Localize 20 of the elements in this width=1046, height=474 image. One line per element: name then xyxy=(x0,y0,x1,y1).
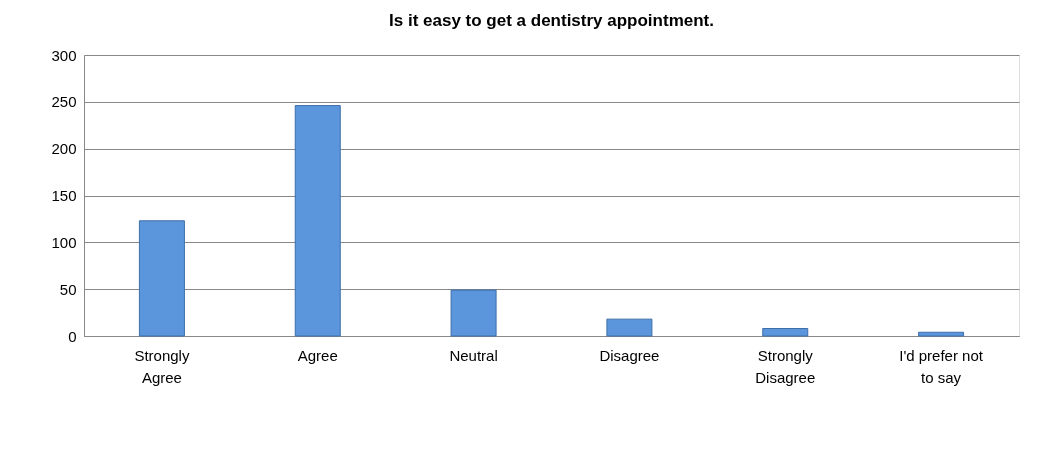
y-tick-label: 200 xyxy=(51,140,77,158)
x-tick-label: Strongly Disagree xyxy=(755,346,816,386)
x-tick-label: I'd prefer not to say xyxy=(899,346,984,386)
x-tick-label: Disagree xyxy=(599,346,660,364)
bar xyxy=(606,318,653,337)
x-tick-label: Agree xyxy=(297,346,338,364)
x-tick-label: Neutral xyxy=(449,346,498,364)
bar xyxy=(450,289,497,337)
y-tick-label: 150 xyxy=(51,187,77,204)
x-tick-label: Strongly Agree xyxy=(134,346,190,386)
bar xyxy=(762,328,809,337)
bar xyxy=(138,220,185,337)
chart-title: Is it easy to get a dentistry appointment. xyxy=(389,11,714,30)
y-tick-label: 50 xyxy=(59,280,77,298)
y-tick-label: 250 xyxy=(51,93,77,111)
y-tick-label: 0 xyxy=(68,327,77,345)
bar xyxy=(918,331,965,337)
y-tick-label: 100 xyxy=(51,233,77,251)
bar xyxy=(294,105,341,337)
y-tick-label: 300 xyxy=(51,46,77,64)
